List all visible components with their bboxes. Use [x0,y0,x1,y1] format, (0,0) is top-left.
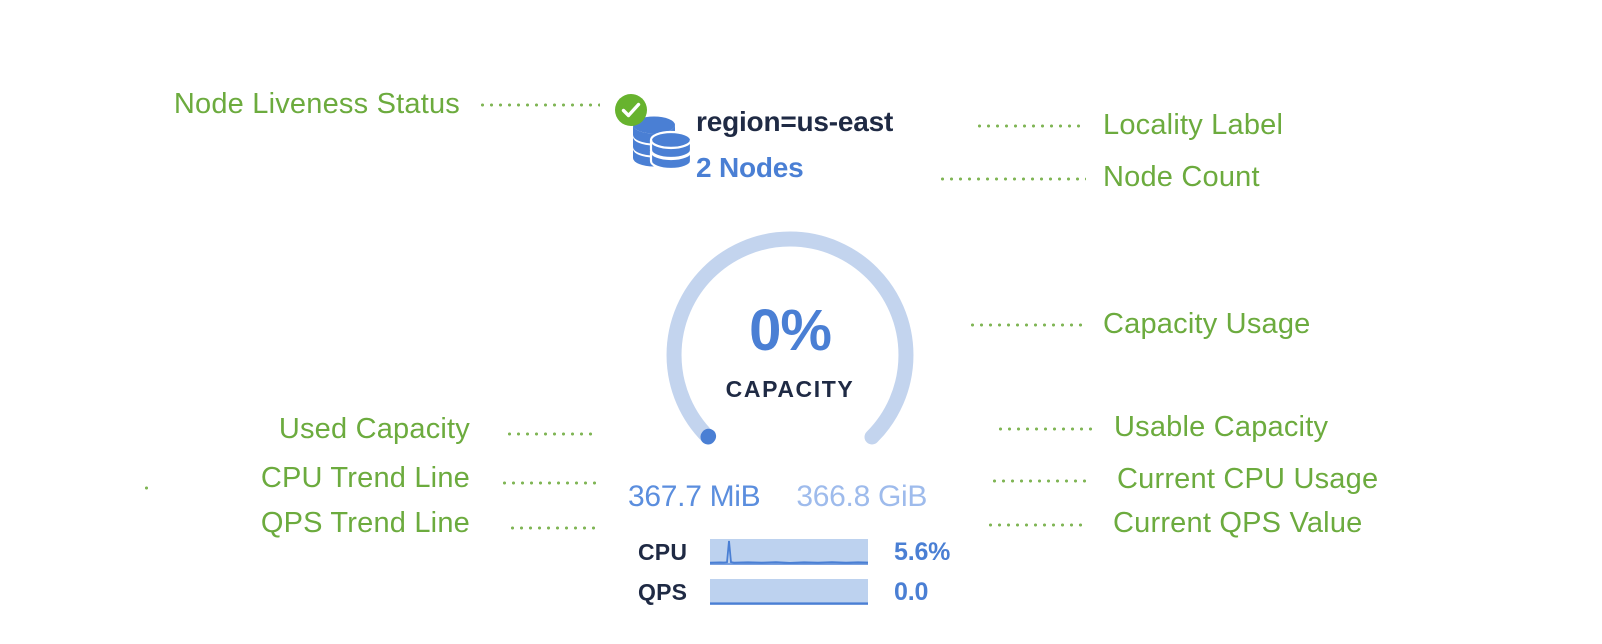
node-header: region=us-east 2 Nodes [610,84,893,182]
annotation-label: CPU Trend Line [260,462,470,494]
metric-row-qps: QPS 0.0 [638,572,1038,612]
leader-qps-trend-line [508,526,600,530]
capacity-gauge: 0% CAPACITY [645,196,935,486]
metrics-list: CPU 5.6% QPS 0.0 [638,532,1038,612]
node-text-block: region=us-east 2 Nodes [696,84,893,182]
node-count-value: 2 Nodes [696,152,804,183]
annotation-cpu-trend-line: CPU Trend Line [195,464,470,493]
leader-locality-label [975,124,1085,128]
gauge-center-text: 0% CAPACITY [645,196,935,486]
leader-current-qps-value [986,523,1084,527]
annotation-current-cpu-usage: Current CPU Usage [1117,465,1378,494]
annotation-label: Current CPU Usage [1117,463,1379,495]
node-summary-widget: region=us-east 2 Nodes 0% CAPACITY 367.7… [610,84,1030,606]
qps-sparkline [710,578,868,606]
capacity-usage-value: 0% [749,297,832,363]
annotation-label: Node Count [1103,161,1260,193]
annotation-label: Used Capacity [278,413,470,445]
capacity-caption: CAPACITY [725,375,855,402]
leader-node-liveness-status [478,103,600,107]
locality-label-value: region=us-east [696,106,894,137]
annotation-usable-capacity: Usable Capacity [1114,413,1328,442]
database-stack-icon [632,114,694,177]
leader-node-count [938,177,1086,181]
capacity-values-row: 367.7 MiB 366.8 GiB [628,480,1018,514]
annotation-current-qps-value: Current QPS Value [1113,509,1362,538]
leader-current-cpu-usage [990,479,1088,483]
cpu-label: CPU [638,538,688,565]
cpu-sparkline [710,538,868,566]
annotation-label: Current QPS Value [1113,507,1363,539]
node-icon-wrap [610,84,696,174]
current-qps-value: 0.0 [894,577,929,606]
current-cpu-usage-value: 5.6% [894,537,951,566]
annotation-qps-trend-line: QPS Trend Line [195,509,470,538]
annotation-node-liveness-status: Node Liveness Status [165,90,460,119]
annotation-node-count: Node Count [1103,163,1260,192]
leader-capacity-usage [968,323,1086,327]
stray-dot-artifact [142,486,148,490]
annotation-label: Usable Capacity [1114,411,1329,443]
annotation-locality-label: Locality Label [1103,111,1283,140]
used-capacity-value: 367.7 MiB [628,480,761,513]
annotation-label: Node Liveness Status [173,88,460,120]
annotation-label: Capacity Usage [1103,308,1311,340]
leader-used-capacity [505,432,597,436]
leader-usable-capacity [996,427,1096,431]
annotation-label: Locality Label [1103,109,1284,141]
leader-cpu-trend-line [500,481,598,485]
metric-row-cpu: CPU 5.6% [638,532,1038,572]
qps-label: QPS [638,578,688,605]
usable-capacity-value: 366.8 GiB [796,480,928,513]
liveness-check-icon [614,93,648,127]
annotation-label: QPS Trend Line [260,507,470,539]
annotation-used-capacity: Used Capacity [200,415,470,444]
annotation-capacity-usage: Capacity Usage [1103,310,1311,339]
